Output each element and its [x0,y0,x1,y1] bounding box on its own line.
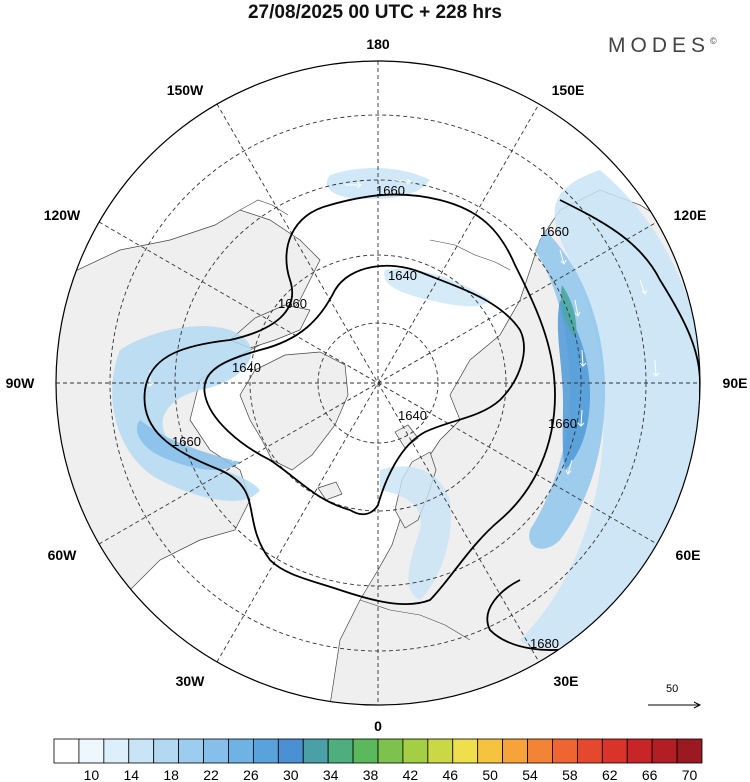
land-iceland [317,481,343,501]
jet-band-europe [380,466,451,600]
coastline-alaska [239,199,289,216]
contour-label: 1660 [540,224,569,239]
wind-arrow [652,359,660,377]
lon-label-120e: 120E [674,207,707,223]
coastlines [239,199,511,641]
contour-label: 1660 [548,416,577,431]
wind-scale-arrow [648,701,702,709]
wind-arrow [345,181,362,189]
jet-core [560,285,577,338]
jet-band-atlantic [112,326,260,501]
contour-label: 1660 [172,434,201,449]
lon-label-60e: 60E [676,547,701,563]
contour-label: 1640 [398,408,427,423]
wind-arrow [577,409,585,427]
contour-1660-north [143,193,556,606]
lon-label-0: 0 [374,718,382,734]
jet-band-mid [529,230,605,549]
graticule [56,61,700,705]
contour-label: 1640 [388,268,417,283]
wind-arrow [565,459,573,475]
wind-arrow [579,349,587,367]
jet-band-light [520,170,700,648]
lon-label-120w: 120W [44,207,81,223]
wind-arrow [184,439,202,447]
wind-scale-label: 50 [666,683,679,695]
lon-label-30w: 30W [176,673,206,689]
modes-logo: MODES© [608,34,717,58]
lon-label-150w: 150W [167,82,204,98]
brand-text: MODES [608,34,711,57]
contour-label: 1660 [278,296,307,311]
contour-label: 1640 [232,360,261,375]
lon-label-90w: 90W [6,375,36,391]
wind-arrow [394,178,412,185]
wind-arrow [559,249,567,265]
wind-vectors [146,178,660,475]
brand-mark: © [710,36,717,46]
lon-label-90e: 90E [723,375,748,391]
jet-stream-shading [112,168,700,648]
contour-label: 1660 [376,183,405,198]
meridian-30w-150e [216,103,540,663]
jet-band-strong [557,300,590,470]
contour-label: 1680 [530,636,559,651]
map-area [56,61,700,705]
map-border [55,60,701,706]
map-title: 27/08/2025 00 UTC + 228 hrs [247,2,503,23]
lon-label-180: 180 [366,36,390,52]
jet-band-atlantic-core [136,420,240,470]
land-arctic-islands [229,304,311,349]
contour-labels: 1660 1640 1660 1660 1640 1640 1660 1660 … [172,183,577,651]
longitude-labels: 180 150E 120E 90E 60E 30E 0 30W 60W 90W … [6,36,748,734]
coastline-mediterranean [359,599,471,641]
jet-band-arctic [384,269,490,307]
lon-label-30e: 30E [554,673,579,689]
wind-arrow [219,454,237,462]
lon-label-150e: 150E [552,82,585,98]
contour-1640 [203,264,525,516]
wind-arrow [574,299,581,317]
lon-label-60w: 60W [48,547,78,563]
coastline-siberia [429,239,511,271]
wind-arrow [639,279,648,295]
land-greenland [239,351,349,471]
